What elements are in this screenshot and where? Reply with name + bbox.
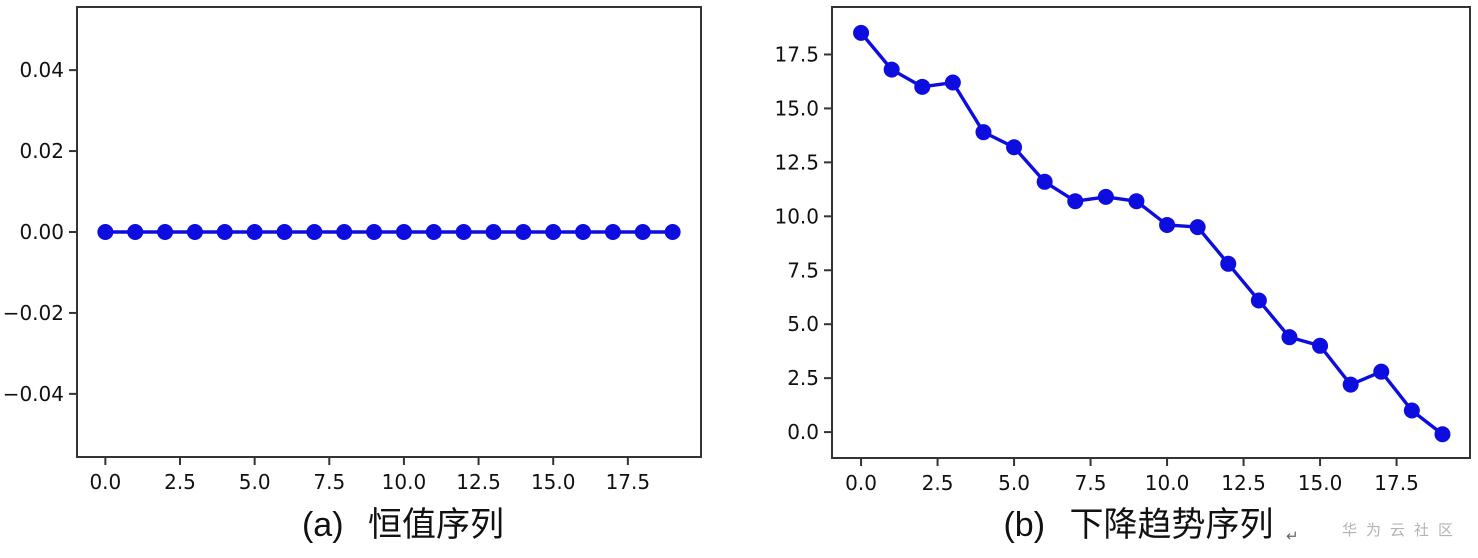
y-axis-tick-label: 15.0 [774,96,819,120]
data-point [157,224,174,240]
data-point [246,224,263,240]
x-axis-tick-label: 15.0 [531,470,576,494]
y-axis-tick-label: −0.04 [3,382,64,406]
y-axis-tick-label: 7.5 [787,258,819,282]
data-point [1220,255,1237,272]
caption-b-index: (b) [1003,506,1046,544]
data-point [634,224,651,240]
caption-b-label: 下降趋势序列 [1069,506,1274,544]
plot-border [831,6,1471,459]
y-axis-tick-label: 2.5 [787,366,819,390]
x-axis-tick-label: 17.5 [1374,471,1419,495]
x-axis-tick-label: 12.5 [1221,471,1266,495]
data-point [883,61,900,78]
x-axis-tick-label: 0.0 [845,471,877,495]
plot-border [76,6,702,458]
data-point [853,24,870,41]
caption-a: (a) 恒值序列 [91,501,715,549]
data-point [485,224,502,240]
data-point [604,224,621,240]
data-point [545,224,562,240]
y-axis-tick-label: 12.5 [774,150,819,174]
x-axis-tick-label: 7.5 [1075,471,1107,495]
data-point [395,224,412,240]
data-point [366,224,383,240]
x-axis-tick-label: 10.0 [382,470,427,494]
charts-canvas: 0.0 2.5 5.0 7.5 10.0 12.5 15.0 17.50.040.020.00… [3,6,1471,495]
data-point [1189,219,1206,236]
data-point [1250,292,1267,309]
data-point [455,224,472,240]
y-axis-tick-label: 0.0 [787,420,819,444]
data-point [97,224,114,240]
y-axis-tick-label: 0.04 [19,58,64,82]
data-point [1312,337,1329,354]
x-axis-tick-label: 10.0 [1145,471,1190,495]
data-point [216,224,233,240]
data-point [336,224,353,240]
data-point [1006,139,1023,156]
data-point [515,224,532,240]
data-point [944,74,961,91]
data-point [276,224,293,240]
line-series [859,31,1444,436]
data-point [1036,173,1053,190]
caption-b: (b) 下降趋势序列 ↵ [832,501,1470,549]
chart-descending-trend-series: 0.0 2.5 5.0 7.5 10.0 12.5 15.0 17.5 17.5 15.0 12.5… [774,6,1471,495]
data-point [1067,193,1084,210]
x-axis-tick-label: 2.5 [164,470,196,494]
caption-a-index: (a) [301,506,344,544]
x-axis-tick-label: 7.5 [313,470,345,494]
watermark-text: 华为云社区 [1341,522,1462,539]
y-axis-tick-label: 5.0 [787,312,819,336]
data-point [975,124,992,141]
data-point [425,224,442,240]
x-axis-tick-label: 17.5 [606,470,651,494]
caption-a-label: 恒值序列 [368,506,504,544]
x-axis-tick-label: 5.0 [239,470,271,494]
data-point [306,224,323,240]
chart-constant-series: 0.0 2.5 5.0 7.5 10.0 12.5 15.0 17.5 0.04 0.02 0.00… [3,6,702,494]
data-point [1159,216,1176,233]
data-point [1403,402,1420,419]
y-axis-tick-label: 17.5 [774,42,819,66]
data-point [1342,376,1359,393]
y-axis-tick-label: 0.00 [19,220,64,244]
x-axis-tick-label: 0.0 [89,470,121,494]
data-point [914,78,931,95]
y-axis-tick-label: −0.02 [3,301,64,325]
x-axis-tick-label: 15.0 [1298,471,1343,495]
paragraph-return-mark: ↵ [1285,528,1299,545]
data-point [1434,426,1451,443]
data-point [1373,363,1390,380]
data-point [575,224,592,240]
data-point [186,224,203,240]
y-axis-tick-label: 10.0 [774,204,819,228]
x-axis-tick-label: 5.0 [998,471,1030,495]
x-axis-tick-label: 2.5 [922,471,954,495]
data-point [1097,188,1114,205]
data-point [1128,193,1145,210]
x-axis-tick-label: 12.5 [456,470,501,494]
data-point [664,224,681,240]
y-axis-tick-label: 0.02 [19,139,64,163]
data-point [1281,329,1298,346]
data-point [127,224,144,240]
